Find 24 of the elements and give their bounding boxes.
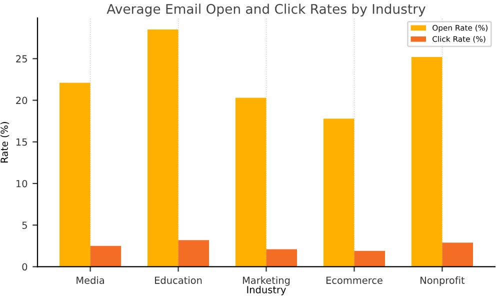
- x-tick-label: Nonprofit: [420, 276, 465, 286]
- x-axis-title: Industry: [247, 286, 286, 296]
- x-tick-label: Education: [155, 276, 202, 284]
- bar: [178, 240, 210, 267]
- bar: [147, 30, 178, 267]
- chart-title: Average Email Open and Click Rates by Industry: [106, 4, 426, 16]
- y-tick-label: 15: [16, 138, 27, 146]
- y-tick-label: 0: [22, 263, 28, 271]
- bar: [323, 118, 354, 267]
- x-tick-label: Media: [76, 276, 104, 284]
- y-axis-title: Rate (%): [0, 122, 10, 162]
- y-tick-label: 10: [16, 180, 28, 188]
- x-tick-label: Marketing: [242, 276, 290, 286]
- bar: [59, 82, 90, 267]
- bar: [354, 250, 386, 267]
- x-tick-label: Ecommerce: [326, 276, 382, 284]
- bar: [266, 249, 298, 267]
- bar: [442, 242, 474, 267]
- bar: [235, 98, 266, 267]
- y-tick-label: 20: [16, 96, 28, 104]
- y-tick-label: 25: [16, 55, 27, 62]
- y-tick-label: 5: [22, 222, 27, 229]
- bar: [411, 56, 442, 267]
- bar: [90, 246, 122, 267]
